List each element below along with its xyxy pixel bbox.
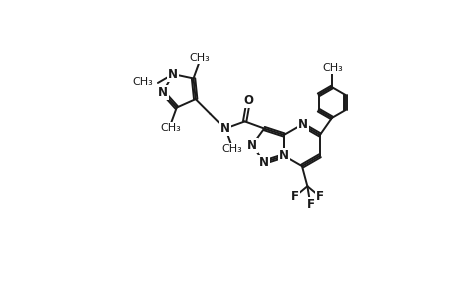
Text: N: N bbox=[278, 149, 288, 162]
Text: F: F bbox=[315, 190, 323, 203]
Text: CH₃: CH₃ bbox=[132, 77, 153, 87]
Text: CH₃: CH₃ bbox=[160, 123, 181, 133]
Text: F: F bbox=[290, 190, 298, 203]
Text: N: N bbox=[220, 122, 230, 135]
Text: N: N bbox=[297, 118, 307, 131]
Text: CH₃: CH₃ bbox=[322, 63, 342, 73]
Text: CH₃: CH₃ bbox=[189, 53, 209, 63]
Text: CH₃: CH₃ bbox=[221, 144, 242, 154]
Text: N: N bbox=[258, 156, 269, 169]
Text: N: N bbox=[157, 85, 168, 99]
Text: O: O bbox=[243, 94, 253, 107]
Text: F: F bbox=[306, 198, 314, 212]
Text: N: N bbox=[246, 139, 257, 152]
Text: N: N bbox=[168, 68, 178, 81]
